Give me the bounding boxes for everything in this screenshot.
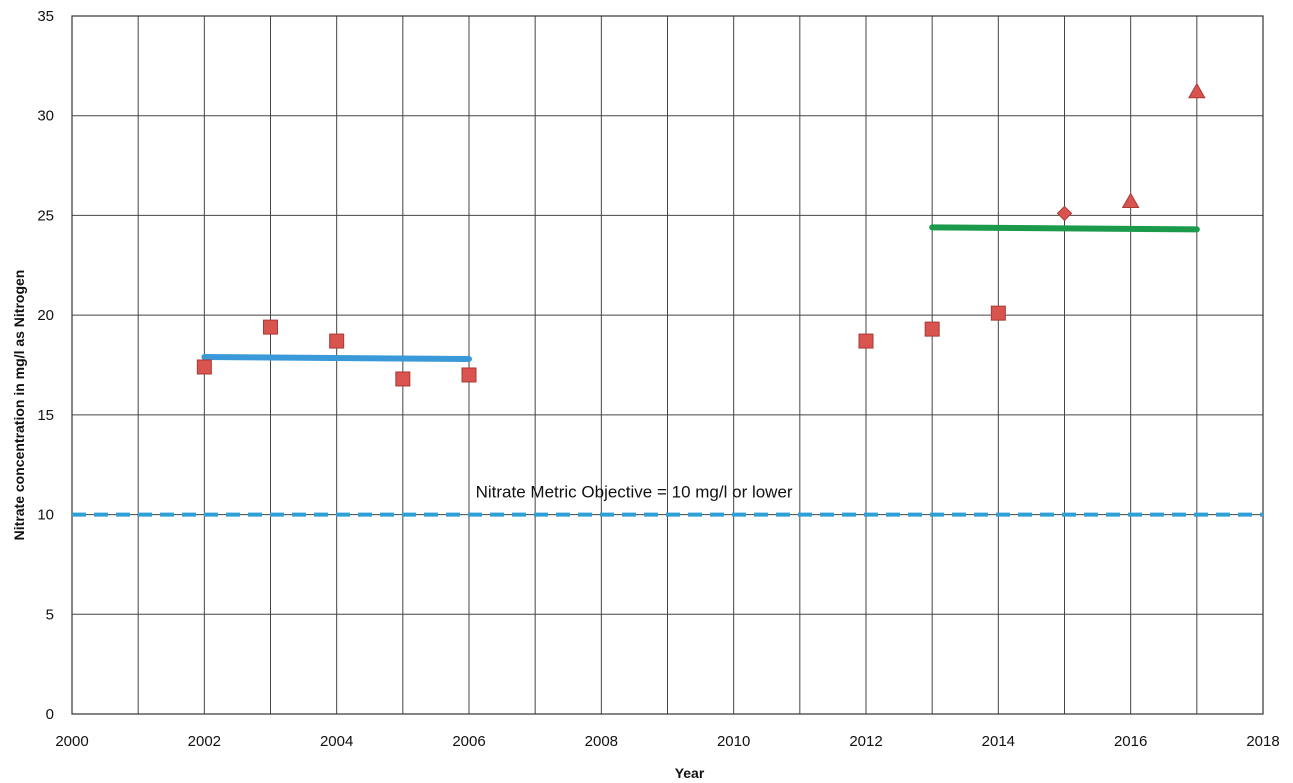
trend-lines xyxy=(201,224,1200,363)
y-tick-label: 0 xyxy=(46,706,54,723)
data-point-diamond xyxy=(1056,205,1073,222)
y-tick-label: 5 xyxy=(46,606,54,623)
x-tick-label: 2006 xyxy=(452,733,485,750)
data-point-square xyxy=(858,333,874,349)
y-tick-label: 35 xyxy=(37,8,54,25)
x-tick-label: 2002 xyxy=(188,733,221,750)
reference-line-label: Nitrate Metric Objective = 10 mg/l or lo… xyxy=(476,483,793,502)
data-point-square xyxy=(924,321,940,337)
x-tick-label: 2000 xyxy=(55,733,88,750)
y-axis-title: Nitrate concentration in mg/l as Nitroge… xyxy=(11,270,27,541)
trend-line xyxy=(201,354,472,363)
data-point-square xyxy=(461,367,477,383)
data-point-square xyxy=(395,371,411,387)
y-tick-label: 15 xyxy=(37,407,54,424)
data-point-square xyxy=(196,359,212,375)
x-tick-label: 2008 xyxy=(585,733,618,750)
grid xyxy=(71,15,1264,715)
y-tick-label: 10 xyxy=(37,507,54,524)
x-tick-label: 2018 xyxy=(1246,733,1279,750)
data-points xyxy=(196,82,1206,387)
data-point-square xyxy=(263,319,278,335)
data-point-triangle xyxy=(1121,192,1140,208)
x-tick-label: 2016 xyxy=(1114,733,1147,750)
trend-line xyxy=(929,224,1200,233)
x-tick-label: 2010 xyxy=(717,733,750,750)
y-tick-label: 30 xyxy=(37,108,54,125)
data-point-square xyxy=(329,333,345,349)
y-tick-label: 25 xyxy=(37,207,54,224)
plot-border xyxy=(71,15,1264,715)
tick-labels: 2000 2002 2004 2006 2008 2010 2012 2014 2016 2018… xyxy=(37,8,1279,750)
x-tick-label: 2014 xyxy=(982,733,1015,750)
x-axis-title: Year xyxy=(675,765,705,781)
x-tick-label: 2012 xyxy=(849,733,882,750)
data-point-square xyxy=(990,305,1006,321)
data-point-triangle xyxy=(1187,82,1206,99)
y-tick-label: 20 xyxy=(37,307,54,324)
x-tick-label: 2004 xyxy=(320,733,353,750)
